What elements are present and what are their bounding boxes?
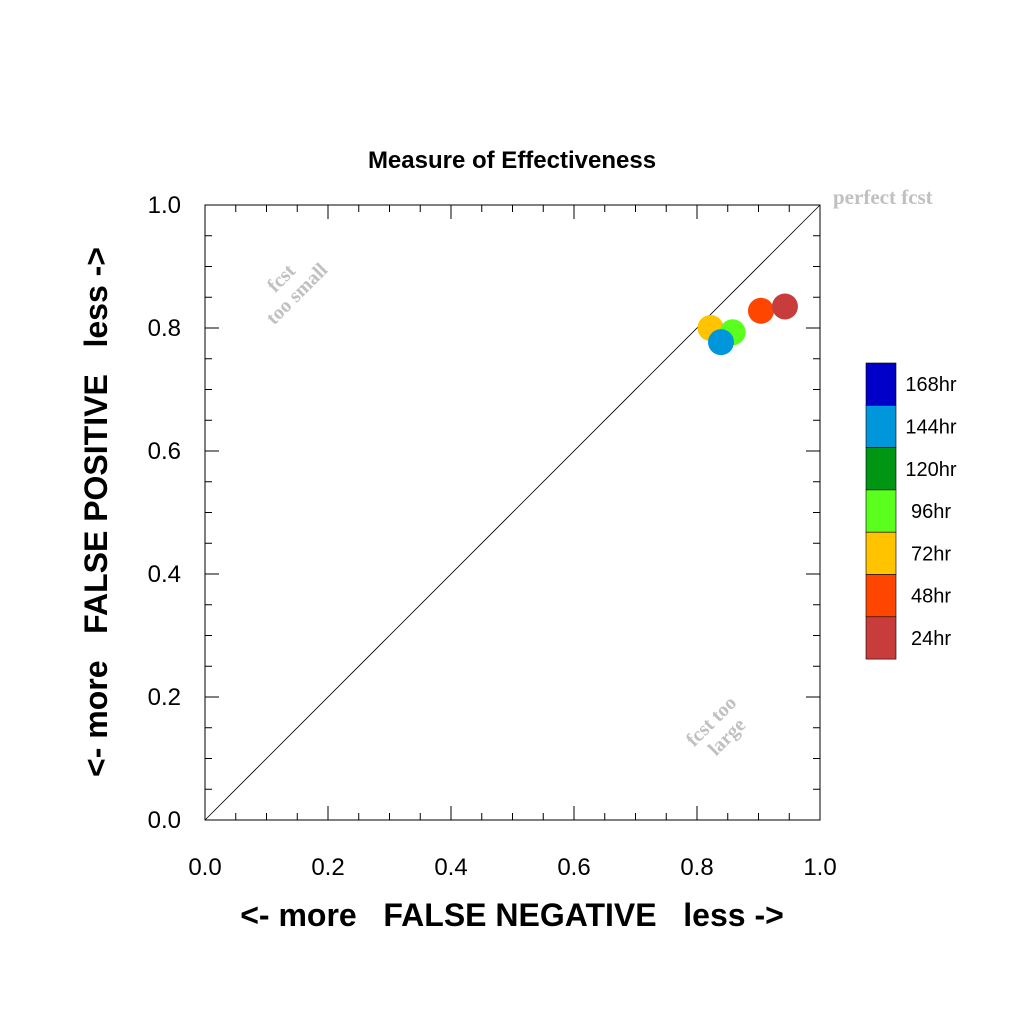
too-small-annotation: fcst too small	[262, 259, 332, 329]
perfect-forecast-annotation: perfect fcst	[833, 185, 933, 209]
legend-label-96hr: 96hr	[911, 501, 951, 523]
x-tick-label: 0.2	[311, 854, 344, 881]
x-tick-label: 1.0	[803, 854, 836, 881]
axis-tick-labels: 0.0 0.2 0.4 0.6 0.8 1.0 0.0 0.2 0.4 0.6 0.8 1.0	[148, 192, 837, 881]
too-small-line2: too small	[262, 259, 332, 329]
too-large-annotation: fcst too large	[682, 692, 750, 760]
legend-label-72hr: 72hr	[911, 543, 951, 565]
x-tick-label: 0.4	[434, 854, 467, 881]
y-tick-label: 0.2	[148, 684, 181, 711]
data-points	[697, 293, 798, 356]
x-axis-label: <- more FALSE NEGATIVE less ->	[240, 897, 784, 933]
axis-ticks	[204, 204, 821, 821]
point-48hr	[747, 297, 774, 324]
legend-label-120hr: 120hr	[905, 459, 956, 481]
legend-label-144hr: 144hr	[905, 416, 956, 438]
legend-swatch-168hr	[865, 362, 897, 406]
y-tick-label: 0.0	[148, 807, 181, 834]
legend-swatch-24hr	[865, 616, 897, 660]
x-tick-label: 0.8	[680, 854, 713, 881]
y-tick-label: 0.6	[148, 438, 181, 465]
legend-swatch-96hr	[865, 489, 897, 533]
y-tick-label: 0.8	[148, 315, 181, 342]
legend-swatch-48hr	[865, 574, 897, 618]
perfect-forecast-diagonal	[204, 204, 821, 821]
point-24hr	[771, 293, 798, 320]
legend-label-24hr: 24hr	[911, 628, 951, 650]
legend-swatch-72hr	[865, 531, 897, 575]
legend-label-48hr: 48hr	[911, 586, 951, 608]
legend: 168hr 144hr 120hr 96hr 72hr 48hr 24hr	[865, 362, 957, 660]
point-144hr	[707, 329, 734, 356]
legend-label-168hr: 168hr	[905, 374, 956, 396]
y-tick-label: 0.4	[148, 561, 181, 588]
y-tick-label: 1.0	[148, 192, 181, 219]
legend-swatch-120hr	[865, 447, 897, 491]
y-axis-label: <- more FALSE POSITIVE less ->	[78, 247, 114, 777]
chart-title: Measure of Effectiveness	[368, 147, 656, 174]
x-tick-label: 0.0	[188, 854, 221, 881]
x-tick-label: 0.6	[557, 854, 590, 881]
legend-swatch-144hr	[865, 404, 897, 448]
